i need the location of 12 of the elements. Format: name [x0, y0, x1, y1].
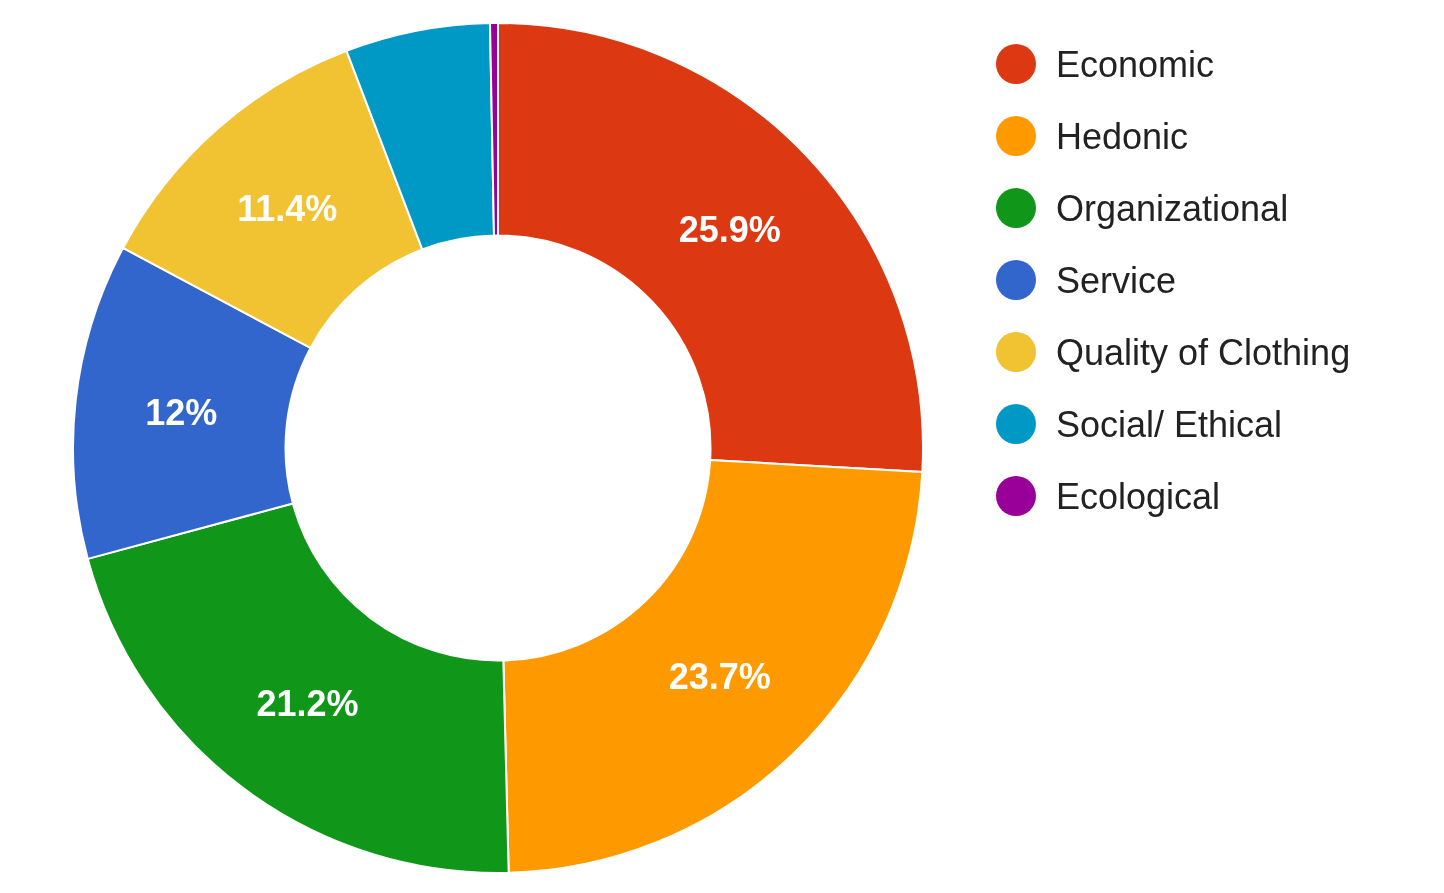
legend-label: Service: [1056, 259, 1177, 301]
legend-label: Quality of Clothing: [1056, 331, 1351, 373]
legend-label: Ecological: [1056, 475, 1221, 517]
data-label: 25.9%: [678, 208, 781, 250]
data-label: 11.4%: [237, 188, 338, 230]
legend-label: Economic: [1056, 43, 1215, 85]
legend-label: Hedonic: [1056, 115, 1189, 157]
legend-label: Social/ Ethical: [1056, 403, 1283, 445]
legend-label: Organizational: [1056, 187, 1289, 229]
data-label: 12%: [145, 391, 218, 433]
data-label: 23.7%: [668, 656, 771, 698]
data-label: 21.2%: [256, 683, 359, 724]
